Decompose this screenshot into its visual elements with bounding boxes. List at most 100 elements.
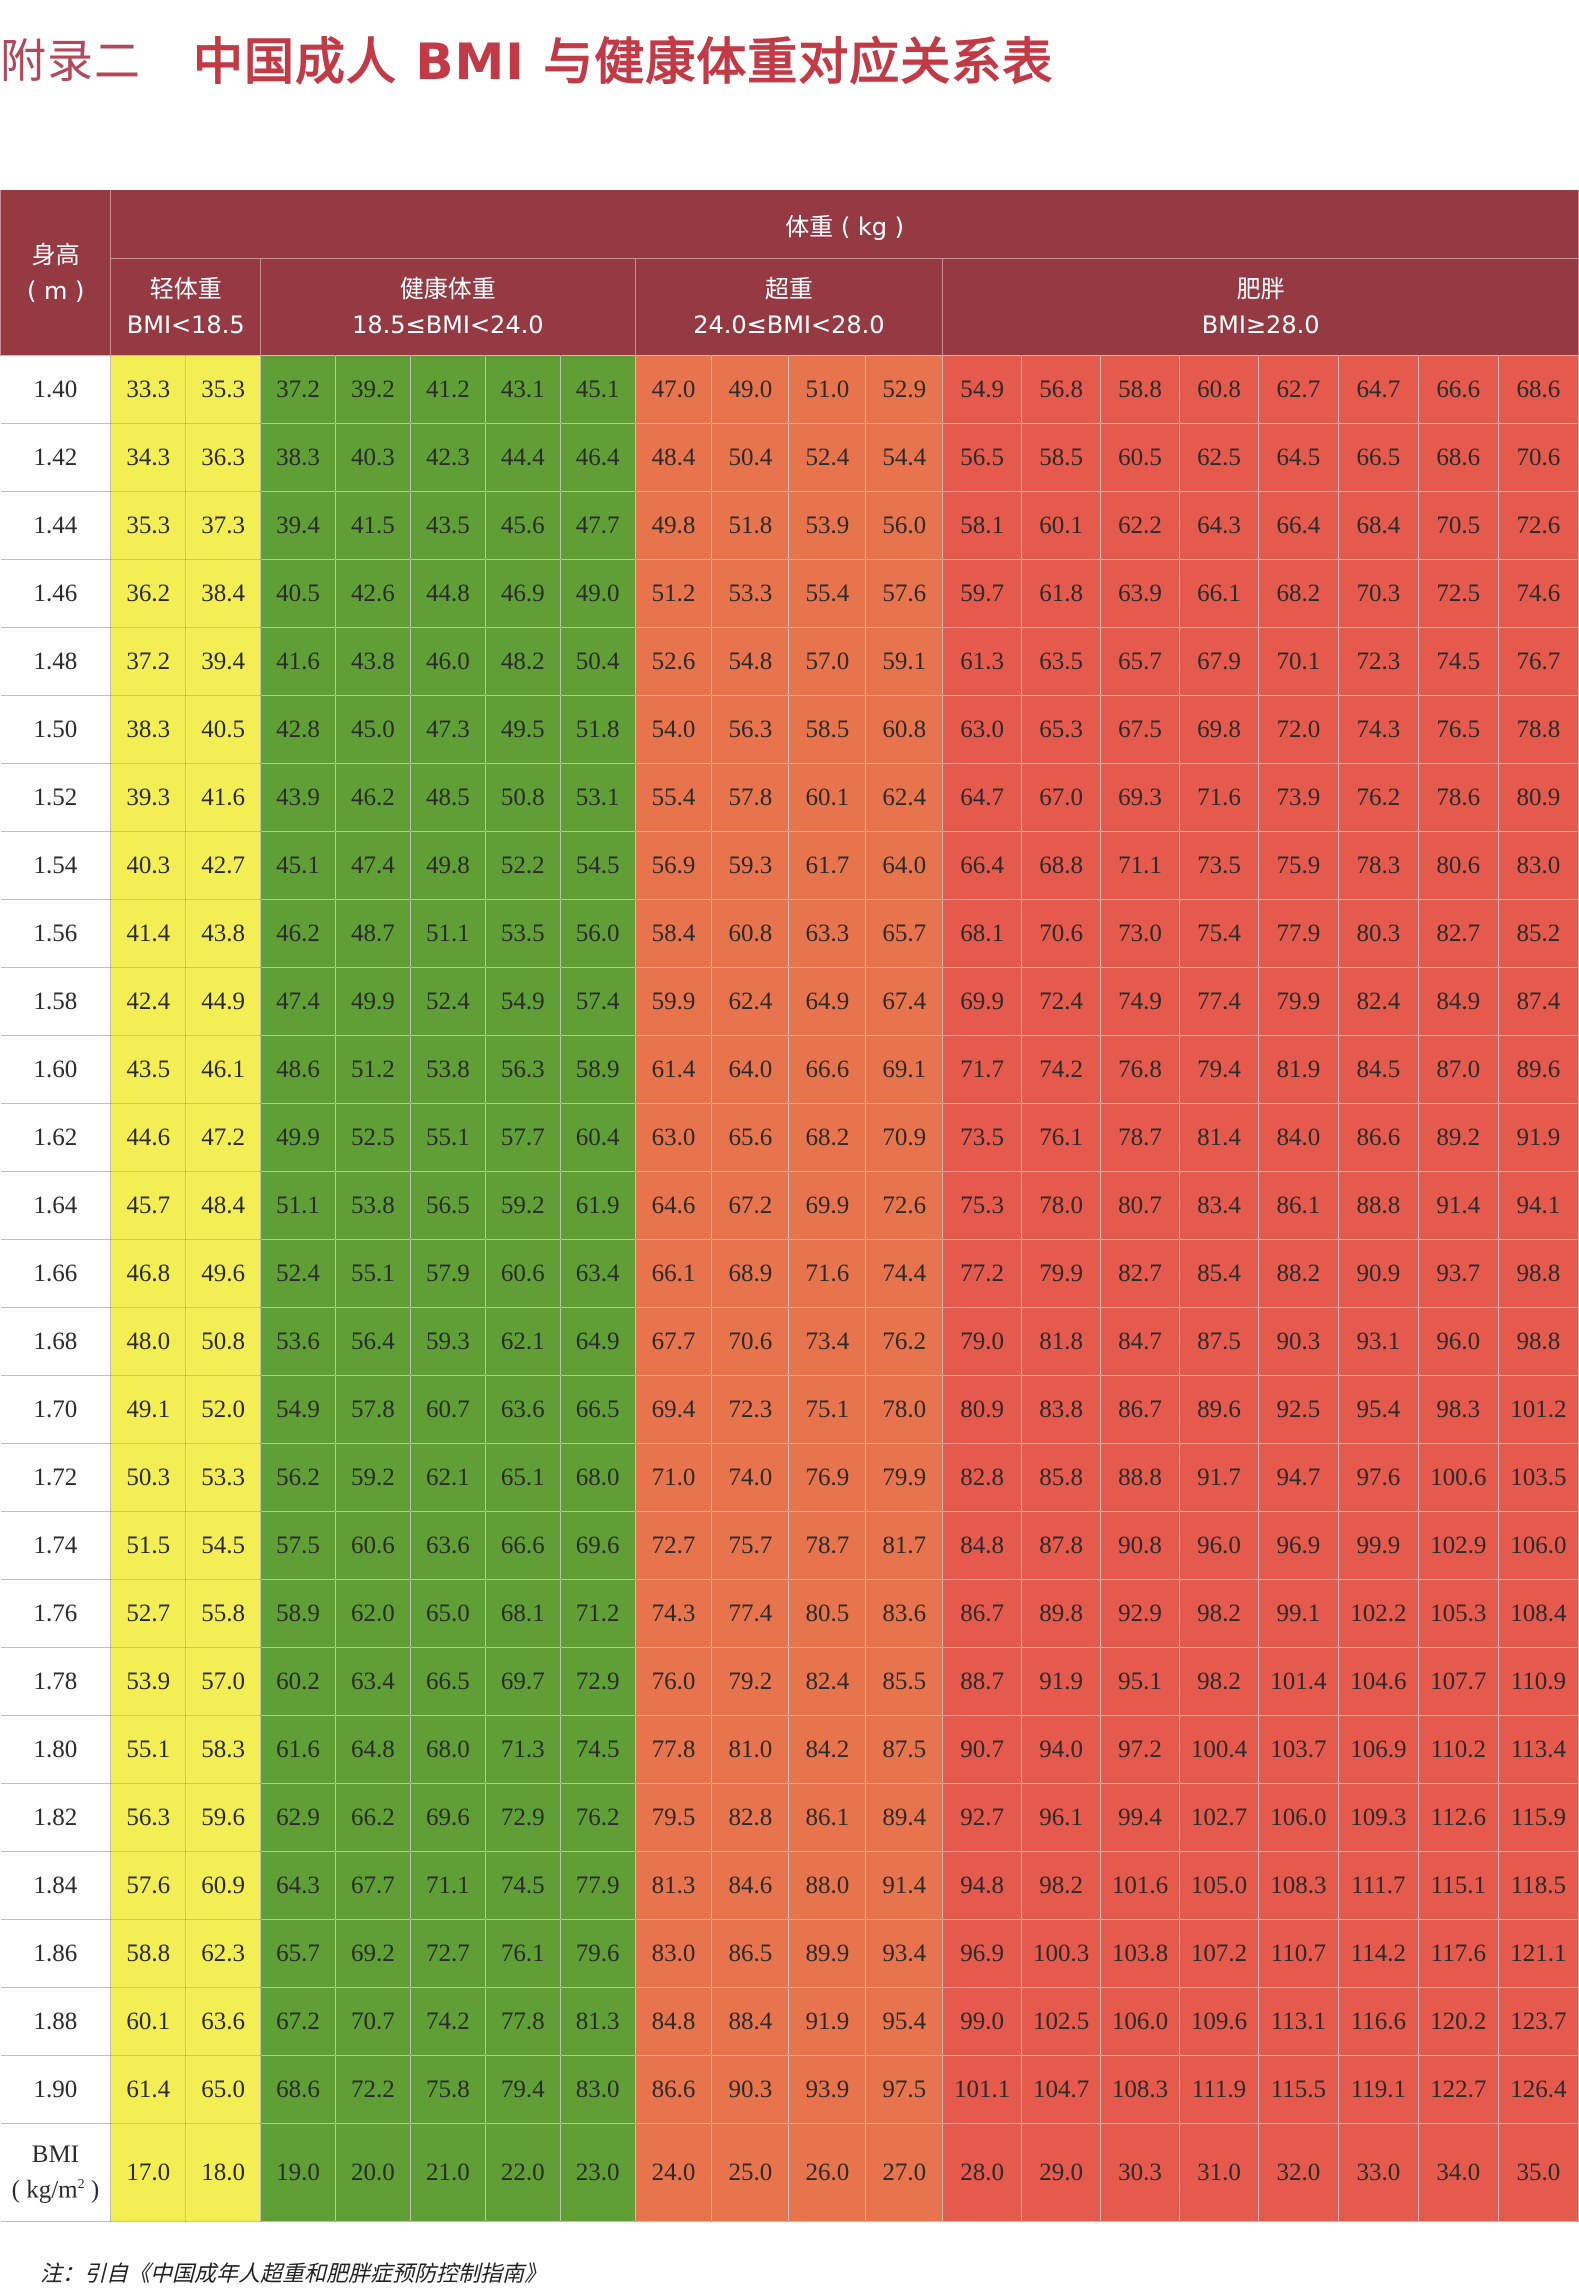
- weight-cell: 75.3: [942, 1171, 1023, 1240]
- weight-cell: 43.9: [260, 763, 336, 832]
- weight-cell: 95.1: [1100, 1647, 1180, 1716]
- weight-cell: 106.0: [1497, 1511, 1579, 1580]
- weight-cell: 99.1: [1257, 1579, 1339, 1648]
- weight-cell: 89.6: [1178, 1375, 1259, 1444]
- weight-cell: 62.0: [334, 1579, 411, 1648]
- weight-cell: 63.5: [1021, 627, 1102, 696]
- weight-cell: 55.1: [409, 1103, 486, 1172]
- weight-cell: 55.1: [110, 1715, 187, 1784]
- bmi-value-cell: 28.0: [942, 2123, 1023, 2222]
- weight-cell: 100.6: [1417, 1443, 1499, 1512]
- weight-cell: 55.4: [634, 763, 713, 832]
- weight-cell: 61.7: [788, 831, 867, 900]
- weight-cell: 69.1: [865, 1035, 944, 1104]
- weight-cell: 51.8: [711, 491, 790, 560]
- bmi-label: BMI: [31, 2140, 80, 2168]
- category-name: 轻体重: [149, 275, 222, 303]
- weight-cell: 89.8: [1021, 1579, 1102, 1648]
- weight-cell: 70.6: [1021, 899, 1102, 968]
- weight-cell: 34.3: [110, 423, 187, 492]
- weight-cell: 83.8: [1021, 1375, 1102, 1444]
- weight-cell: 59.2: [334, 1443, 411, 1512]
- weight-cell: 66.6: [788, 1035, 867, 1104]
- weight-cell: 38.3: [260, 423, 336, 492]
- weight-cell: 110.9: [1497, 1647, 1579, 1716]
- weight-cell: 90.8: [1100, 1511, 1180, 1580]
- weight-cell: 59.9: [634, 967, 713, 1036]
- weight-cell: 40.5: [185, 695, 262, 764]
- weight-cell: 77.9: [1257, 899, 1339, 968]
- weight-cell: 57.5: [260, 1511, 336, 1580]
- weight-cell: 102.9: [1417, 1511, 1499, 1580]
- weight-cell: 36.3: [185, 423, 262, 492]
- weight-cell: 57.0: [185, 1647, 262, 1716]
- weight-cell: 82.4: [788, 1647, 867, 1716]
- weight-cell: 58.8: [1100, 355, 1180, 424]
- weight-cell: 55.4: [788, 559, 867, 628]
- weight-cell: 101.2: [1497, 1375, 1579, 1444]
- weight-cell: 43.5: [110, 1035, 187, 1104]
- weight-cell: 71.3: [484, 1715, 561, 1784]
- weight-cell: 55.8: [185, 1579, 262, 1648]
- weight-cell: 111.7: [1337, 1851, 1419, 1920]
- bmi-value-cell: 24.0: [634, 2123, 713, 2222]
- weight-cell: 83.6: [865, 1579, 944, 1648]
- weight-cell: 39.3: [110, 763, 187, 832]
- table-row: 1.50 38.3 40.5 42.8 45.0 47.3 49.5 51.8 54.0 56.3…: [0, 695, 1579, 764]
- weight-cell: 62.3: [185, 1919, 262, 1988]
- table-row: 1.64 45.7 48.4 51.1 53.8 56.5 59.2 61.9 64.6 67.2…: [0, 1171, 1579, 1240]
- weight-cell: 85.4: [1178, 1239, 1259, 1308]
- height-cell: 1.66: [0, 1239, 112, 1308]
- weight-cell: 93.9: [788, 2055, 867, 2124]
- weight-cell: 71.6: [1178, 763, 1259, 832]
- weight-cell: 88.2: [1257, 1239, 1339, 1308]
- category-range: BMI≥28.0: [1201, 311, 1320, 339]
- weight-cell: 66.4: [942, 831, 1023, 900]
- weight-cell: 53.9: [788, 491, 867, 560]
- bmi-value-cell: 35.0: [1497, 2123, 1579, 2222]
- weight-cell: 60.8: [1178, 355, 1259, 424]
- weight-cell: 68.4: [1337, 491, 1419, 560]
- weight-cell: 54.4: [865, 423, 944, 492]
- weight-cell: 98.3: [1417, 1375, 1499, 1444]
- weight-cell: 97.6: [1337, 1443, 1419, 1512]
- weight-cell: 73.4: [788, 1307, 867, 1376]
- height-cell: 1.70: [0, 1375, 112, 1444]
- weight-cell: 76.2: [559, 1783, 636, 1852]
- weight-cell: 86.1: [788, 1783, 867, 1852]
- weight-cell: 72.6: [865, 1171, 944, 1240]
- weight-cell: 46.1: [185, 1035, 262, 1104]
- bmi-unit-close: ): [84, 2176, 100, 2204]
- weight-cell: 107.2: [1178, 1919, 1259, 1988]
- weight-cell: 61.8: [1021, 559, 1102, 628]
- weight-cell: 64.7: [942, 763, 1023, 832]
- weight-cell: 56.9: [634, 831, 713, 900]
- weight-cell: 66.4: [1257, 491, 1339, 560]
- weight-cell: 68.0: [559, 1443, 636, 1512]
- weight-cell: 75.8: [409, 2055, 486, 2124]
- weight-cell: 68.2: [1257, 559, 1339, 628]
- height-label: 身高: [31, 240, 80, 269]
- weight-cell: 77.4: [711, 1579, 790, 1648]
- weight-cell: 45.0: [334, 695, 411, 764]
- weight-cell: 56.8: [1021, 355, 1102, 424]
- weight-cell: 40.5: [260, 559, 336, 628]
- weight-cell: 52.2: [484, 831, 561, 900]
- weight-cell: 85.5: [865, 1647, 944, 1716]
- weight-cell: 60.1: [110, 1987, 187, 2056]
- weight-cell: 63.0: [634, 1103, 713, 1172]
- weight-cell: 68.1: [942, 899, 1023, 968]
- bmi-value-cell: 20.0: [334, 2123, 411, 2222]
- weight-cell: 46.8: [110, 1239, 187, 1308]
- weight-cell: 44.8: [409, 559, 486, 628]
- weight-cell: 51.2: [334, 1035, 411, 1104]
- weight-cell: 111.9: [1178, 2055, 1259, 2124]
- weight-cell: 66.6: [1417, 355, 1499, 424]
- weight-cell: 63.4: [559, 1239, 636, 1308]
- table-row: 1.90 61.4 65.0 68.6 72.2 75.8 79.4 83.0 86.6 90.3…: [0, 2055, 1579, 2124]
- bmi-value-cell: 17.0: [110, 2123, 187, 2222]
- table-row: 1.84 57.6 60.9 64.3 67.7 71.1 74.5 77.9 81.3 84.6…: [0, 1851, 1579, 1920]
- weight-cell: 40.3: [110, 831, 187, 900]
- weight-cell: 49.1: [110, 1375, 187, 1444]
- weight-cell: 64.5: [1257, 423, 1339, 492]
